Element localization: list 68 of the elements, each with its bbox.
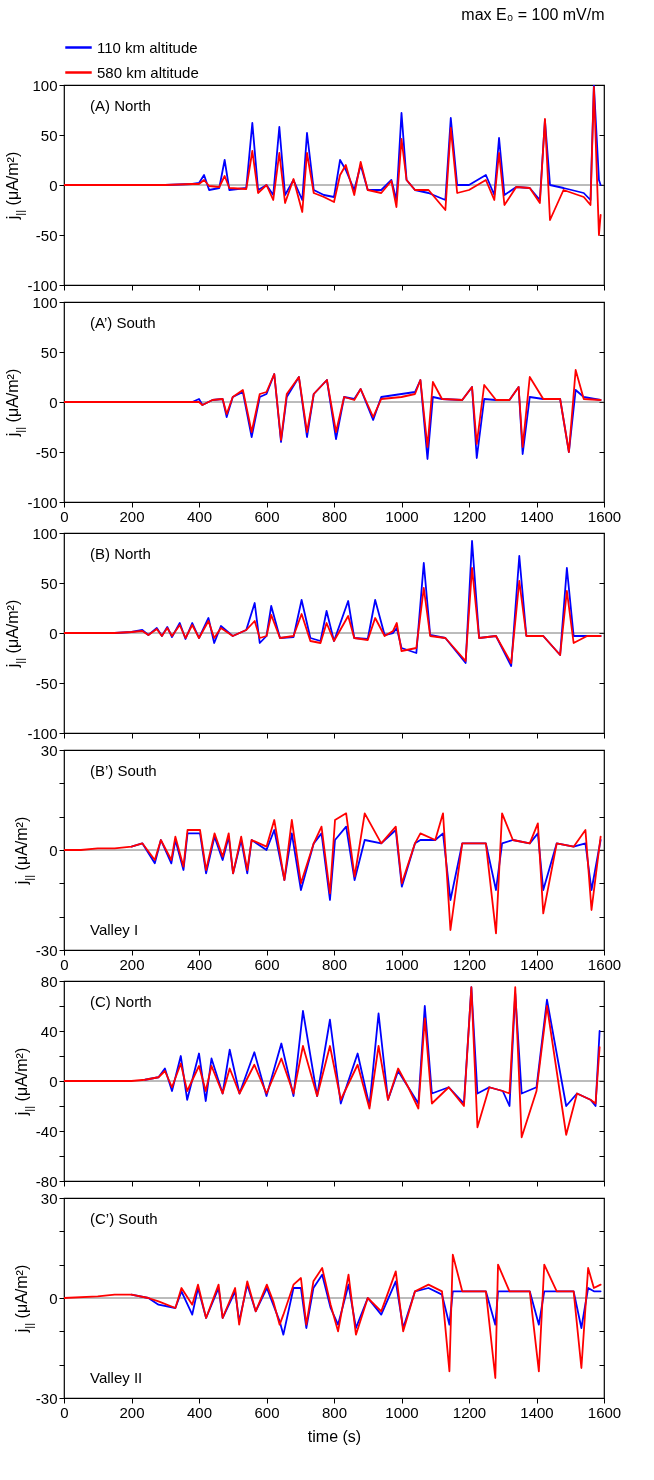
x-tick-label: 0 [60, 1403, 69, 1421]
annotation: Valley II [90, 1369, 143, 1386]
annotation: (C’) South [90, 1210, 158, 1227]
annotation: (A’) South [90, 314, 156, 331]
y-tick-label: 0 [49, 393, 58, 411]
x-tick-label: 1200 [452, 507, 487, 525]
annotation: (B’) South [90, 762, 157, 779]
x-axis-title: time (s) [307, 1427, 362, 1445]
y-tick-label: -100 [27, 493, 58, 511]
y-tick-label: -50 [35, 443, 58, 461]
x-tick-label: 600 [254, 1403, 280, 1421]
annotation: (A) North [90, 97, 151, 114]
y-tick-label: 100 [32, 76, 58, 94]
x-tick-label: 800 [321, 1403, 348, 1421]
legend-label: 110 km altitude [97, 38, 198, 56]
annotation: Valley I [90, 921, 139, 938]
y-tick-label: 0 [49, 1072, 58, 1090]
y-tick-label: -30 [35, 941, 58, 959]
x-tick-label: 1400 [520, 507, 554, 525]
y-tick-label: 80 [40, 972, 58, 990]
line-series [64, 567, 602, 664]
x-tick-label: 800 [321, 507, 348, 525]
x-tick-label: 0 [60, 955, 69, 973]
y-tick-label: 0 [49, 1289, 58, 1307]
y-tick-label: 0 [49, 624, 58, 642]
x-tick-label: 1200 [452, 1403, 487, 1421]
x-tick-label: 200 [119, 1403, 145, 1421]
y-tick-label: 100 [32, 524, 58, 542]
y-tick-label: 40 [40, 1022, 58, 1040]
x-tick-label: 600 [254, 955, 280, 973]
y-tick-label: -30 [35, 1389, 58, 1407]
x-tick-label: 400 [186, 955, 213, 973]
line-series [64, 86, 602, 236]
y-tick-label: 100 [32, 293, 58, 311]
y-tick-label: -50 [35, 226, 58, 244]
x-tick-label: 1000 [385, 955, 419, 973]
annotation: (C) North [90, 993, 152, 1010]
x-tick-label: 1600 [587, 507, 622, 525]
y-tick-label: 50 [40, 343, 58, 361]
y-tick-label: 0 [49, 841, 58, 859]
line-series [64, 986, 601, 1139]
x-tick-label: 1400 [520, 955, 554, 973]
x-tick-label: 600 [254, 507, 280, 525]
x-tick-label: 800 [321, 955, 348, 973]
x-tick-label: 400 [186, 507, 213, 525]
x-tick-label: 0 [60, 507, 69, 525]
y-tick-label: -80 [35, 1172, 58, 1190]
y-tick-label: -40 [35, 1122, 58, 1140]
y-tick-label: -100 [27, 724, 58, 742]
legend-label: 580 km altitude [97, 63, 199, 81]
chart-title: max E₀ = 100 mV/m [461, 6, 605, 23]
y-tick-label: -50 [35, 674, 58, 692]
x-tick-label: 200 [119, 955, 145, 973]
x-tick-label: 1000 [385, 507, 419, 525]
x-tick-label: 1400 [520, 1403, 554, 1421]
x-tick-label: 1600 [587, 1403, 622, 1421]
y-tick-label: -100 [27, 276, 58, 294]
x-tick-label: 400 [186, 1403, 213, 1421]
x-tick-label: 1000 [385, 1403, 419, 1421]
y-tick-label: 0 [49, 176, 58, 194]
y-tick-label: 50 [40, 126, 58, 144]
y-tick-label: 30 [40, 741, 58, 759]
y-tick-label: 30 [40, 1189, 58, 1207]
x-tick-label: 1200 [452, 955, 487, 973]
y-tick-label: 50 [40, 574, 58, 592]
annotation: (B) North [90, 545, 151, 562]
x-tick-label: 200 [119, 507, 145, 525]
x-tick-label: 1600 [587, 955, 622, 973]
